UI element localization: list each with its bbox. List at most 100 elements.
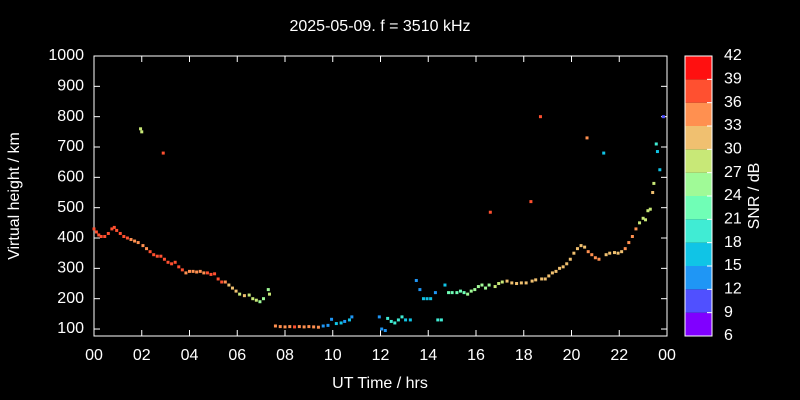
colorbar-tick-label: 6 xyxy=(724,327,733,344)
colorbar-tick-label: 15 xyxy=(724,257,742,274)
data-point xyxy=(334,322,338,326)
data-point xyxy=(389,319,393,323)
data-point xyxy=(170,262,174,266)
data-point xyxy=(136,241,140,245)
data-point xyxy=(655,150,659,154)
data-point xyxy=(129,238,133,242)
data-point xyxy=(140,130,144,134)
data-point xyxy=(550,271,554,275)
y-tick-label: 400 xyxy=(57,229,84,246)
colorbar-block xyxy=(685,289,712,313)
data-point xyxy=(227,283,231,287)
data-point xyxy=(476,285,480,289)
data-point xyxy=(593,256,597,260)
data-point xyxy=(538,115,542,119)
data-point xyxy=(223,280,227,284)
data-point xyxy=(469,289,473,293)
data-point xyxy=(145,247,149,251)
x-tick-label: 22 xyxy=(610,347,628,364)
y-tick-label: 800 xyxy=(57,108,84,125)
data-point xyxy=(579,244,583,248)
data-point xyxy=(488,210,492,214)
y-tick-label: 100 xyxy=(57,320,84,337)
data-point xyxy=(161,151,165,155)
data-point xyxy=(191,269,195,273)
colorbar-block xyxy=(685,196,712,220)
data-point xyxy=(92,227,96,231)
colorbar-block xyxy=(685,102,712,126)
data-point xyxy=(347,318,351,322)
data-point xyxy=(644,218,648,222)
data-point xyxy=(530,279,534,283)
data-point xyxy=(266,288,270,292)
x-tick-label: 00 xyxy=(85,347,103,364)
data-point xyxy=(288,325,292,329)
colorbar-tick-label: 18 xyxy=(724,234,742,251)
data-point xyxy=(396,318,400,322)
data-point xyxy=(220,280,224,284)
data-point xyxy=(293,325,297,329)
data-point xyxy=(330,317,334,321)
data-point xyxy=(118,231,122,235)
data-point xyxy=(110,227,114,231)
data-point xyxy=(141,244,145,248)
data-point xyxy=(543,277,547,281)
data-point xyxy=(568,257,572,261)
data-point xyxy=(122,234,126,238)
colorbar-block xyxy=(685,79,712,103)
data-point xyxy=(205,271,209,275)
data-point xyxy=(316,325,320,329)
x-tick-label: 06 xyxy=(228,347,246,364)
data-point xyxy=(612,251,616,255)
data-point xyxy=(646,209,650,213)
data-point xyxy=(386,316,390,320)
data-point xyxy=(547,274,551,278)
x-tick-label: 02 xyxy=(133,347,151,364)
data-point xyxy=(443,283,447,287)
data-point xyxy=(652,181,656,185)
data-point xyxy=(238,292,242,296)
y-tick-label: 600 xyxy=(57,169,84,186)
colorbar-tick-label: 36 xyxy=(724,94,742,111)
data-point xyxy=(473,288,477,292)
data-point xyxy=(436,318,440,322)
data-point xyxy=(198,269,202,273)
data-point xyxy=(450,291,454,295)
data-point xyxy=(230,286,234,290)
x-tick-label: 18 xyxy=(515,347,533,364)
data-point xyxy=(634,227,638,231)
data-point xyxy=(447,291,451,295)
colorbar-tick-label: 33 xyxy=(724,117,742,134)
data-point xyxy=(234,289,238,293)
data-point xyxy=(380,327,384,331)
x-tick-label: 14 xyxy=(419,347,437,364)
chart-title: 2025-05-09. f = 3510 kHz xyxy=(289,18,470,35)
data-point xyxy=(497,282,501,286)
data-point xyxy=(462,291,466,295)
x-tick-label: 08 xyxy=(276,347,294,364)
data-point xyxy=(94,230,98,234)
data-point xyxy=(493,285,497,289)
data-point xyxy=(350,315,354,319)
data-point xyxy=(515,282,519,286)
colorbar-tick-label: 12 xyxy=(724,281,742,298)
data-point xyxy=(638,221,642,225)
data-point xyxy=(487,283,491,287)
colorbar-tick-label: 27 xyxy=(724,164,742,181)
data-point xyxy=(408,318,412,322)
x-tick-label: 00 xyxy=(658,347,676,364)
data-point xyxy=(425,297,429,301)
data-point xyxy=(177,265,181,269)
colorbar-block xyxy=(685,149,712,173)
data-point xyxy=(586,250,590,254)
x-tick-label: 20 xyxy=(563,347,581,364)
colorbar-block xyxy=(685,126,712,150)
data-point xyxy=(162,257,166,261)
y-tick-label: 300 xyxy=(57,260,84,277)
data-point xyxy=(148,250,152,254)
data-point xyxy=(648,207,652,211)
data-point xyxy=(529,200,533,204)
data-point xyxy=(654,142,658,146)
data-point xyxy=(213,272,217,276)
